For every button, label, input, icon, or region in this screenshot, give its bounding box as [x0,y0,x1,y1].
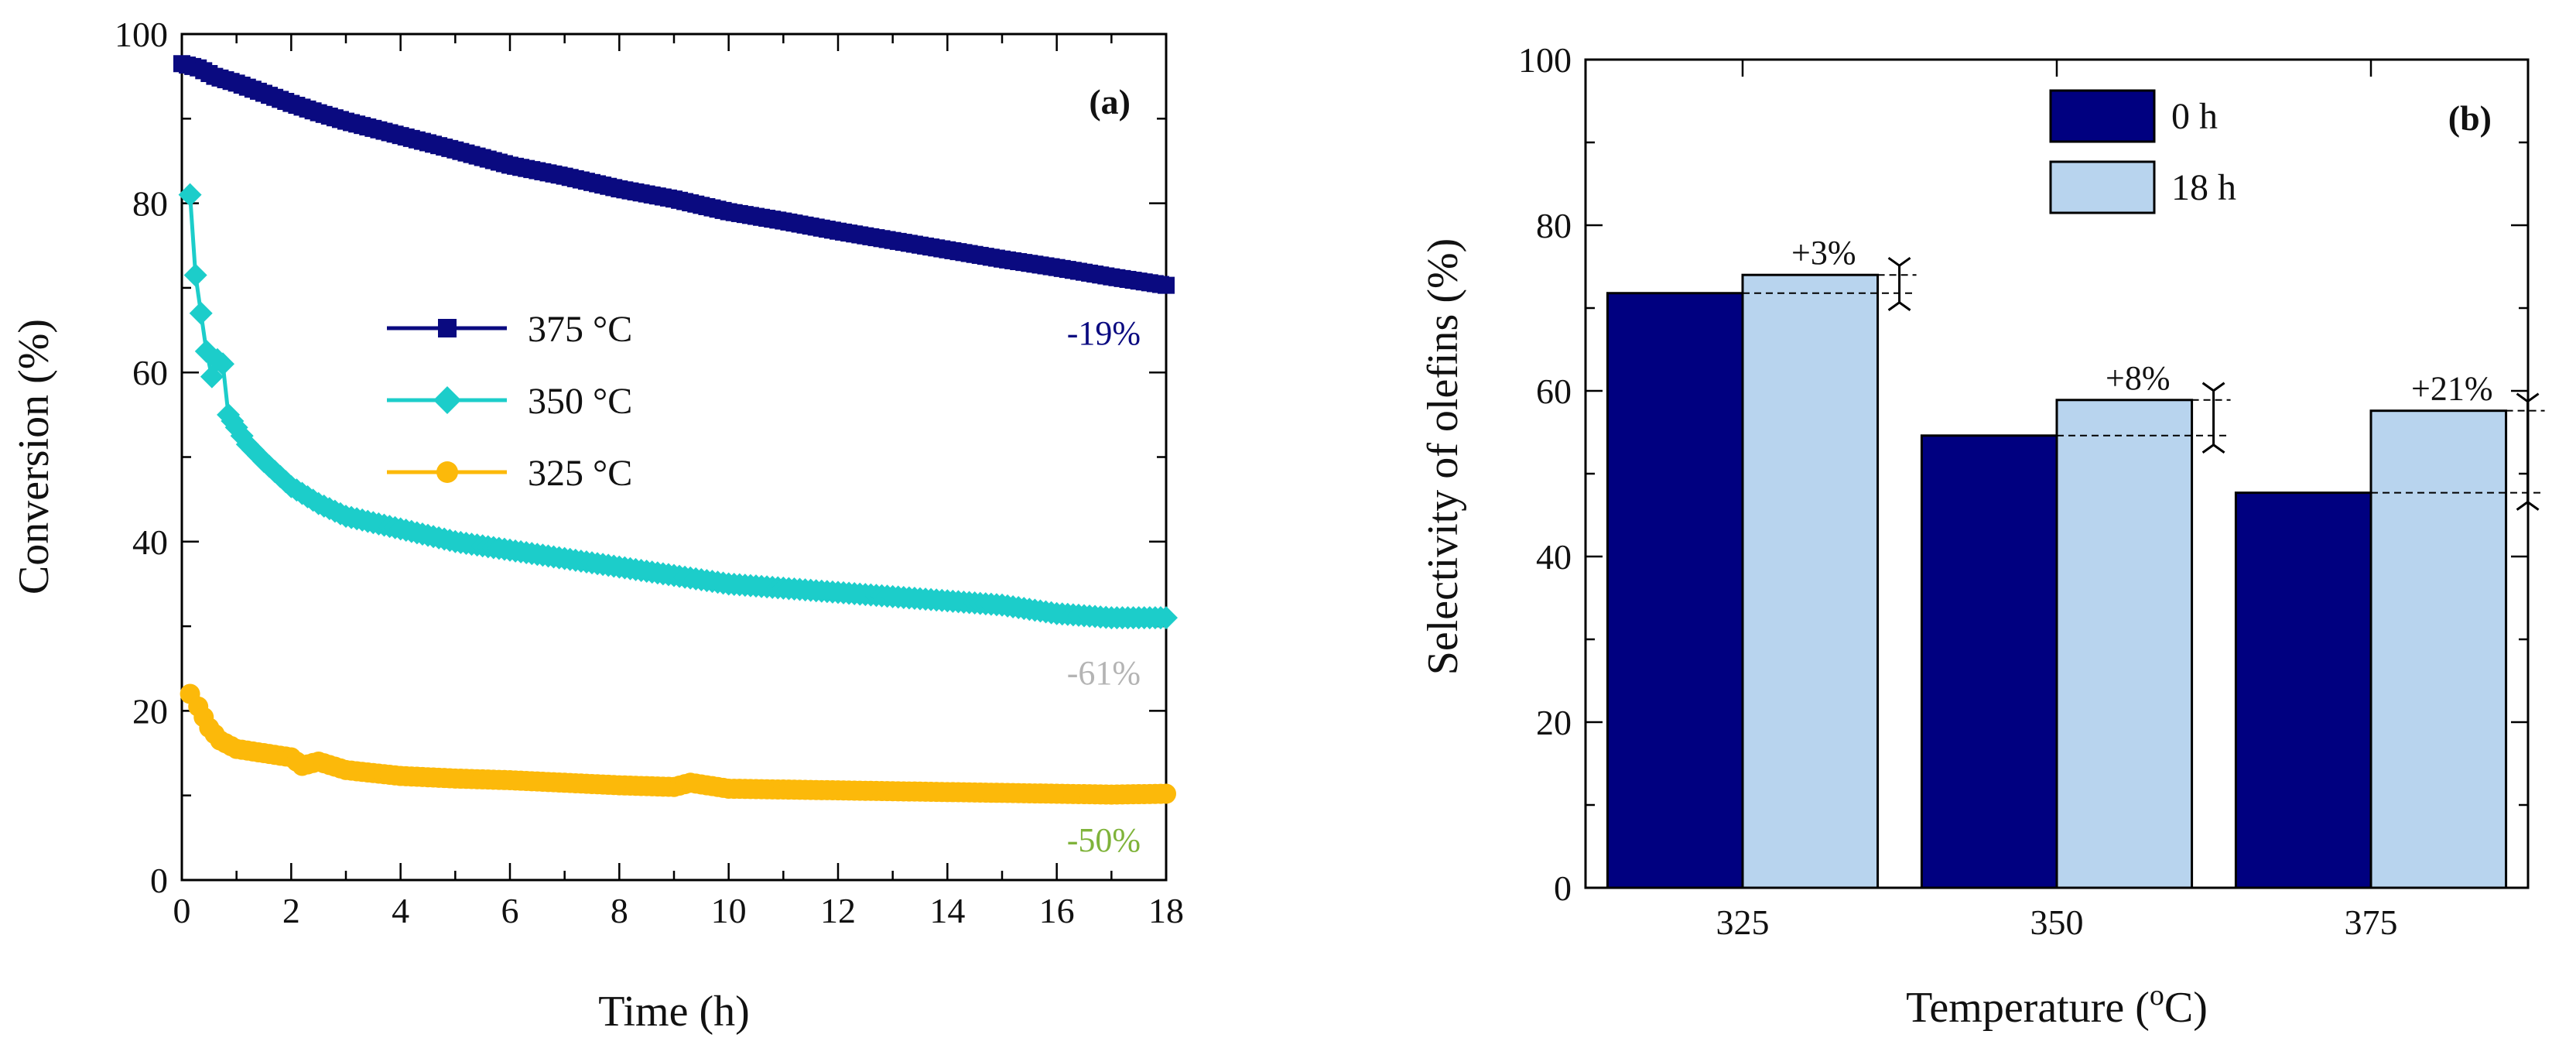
data-point [1155,606,1178,630]
panel-label-a: (a) [1089,82,1131,122]
y-tick-label: 60 [1536,372,1572,411]
legend-entry-325: 325 °C [387,453,632,494]
category-label: 350 [2030,902,2084,942]
legend-entry-18h: 18 h [2049,160,2236,214]
x-axis-title-b-suffix: C) [2164,984,2208,1032]
bars-group-b [1606,273,2508,889]
x-tick-label: 16 [1039,891,1075,930]
panel-label-b: (b) [2448,98,2492,138]
delta-bracket-bottom [2201,443,2225,454]
legend-label-18h: 18 h [2171,167,2236,208]
legend-entry-0h: 0 h [2049,89,2218,143]
x-tick-label: 12 [820,891,856,930]
change-label-325: -50% [1067,821,1141,859]
legend-marker-350 [433,386,461,414]
delta-label: +8% [2106,359,2170,397]
delta-bracket-top [2516,392,2540,403]
bar-18h [1741,273,1880,889]
legend-label-0h: 0 h [2171,96,2218,137]
series-group-a [173,55,1178,805]
series-350 [178,183,1178,630]
change-label-375: -19% [1067,314,1141,352]
delta-bracket-bottom [1887,300,1911,311]
y-tick-label: 60 [132,353,168,392]
y-tick-label: 100 [115,15,168,54]
x-tick-label: 14 [929,891,965,930]
y-tick-labels-a: 0 20 40 60 80 100 [115,15,168,900]
y-tick-label: 40 [132,522,168,562]
bar-0h [2234,491,2372,889]
series-375 [173,55,1175,294]
legend-marker-375 [438,319,457,337]
category-label: 375 [2345,902,2398,942]
bar-18h [2055,399,2194,889]
change-label-350: -61% [1067,654,1141,692]
delta-label: +3% [1791,234,1856,272]
legend-label-325: 325 °C [528,453,632,494]
y-tick-label: 0 [1554,868,1572,908]
delta-bracket-top [2201,382,2225,392]
x-axis-title-b-degree: o [2150,979,2164,1012]
data-point [211,352,234,376]
legend-b: 0 h 18 h [2049,89,2236,214]
y-tick-label: 80 [1536,206,1572,245]
conversion-chart: 0 2 4 6 8 10 12 14 16 18 0 20 40 60 80 100 Time (h) Co… [10,15,1184,1036]
data-point [1156,783,1176,804]
data-point [1158,276,1175,294]
selectivity-chart: 0 20 40 60 80 100 325 350 375 +3% +8% +21% Temper… [1419,40,2545,1032]
x-tick-label: 10 [711,891,747,930]
plot-frame-a [180,33,1168,882]
y-tick-label: 100 [1518,40,1572,80]
y-tick-label: 40 [1536,537,1572,577]
x-axis-title-b-prefix: Temperature ( [1906,984,2150,1032]
x-tick-label: 0 [173,891,191,930]
data-point [183,263,207,287]
legend-swatch-18h [2049,160,2156,214]
legend-label-350: 350 °C [528,381,632,422]
y-axis-title-a: Conversion (%) [10,319,58,594]
category-labels-b: 325 350 375 [1716,902,2398,942]
delta-label: +21% [2411,370,2492,408]
y-tick-label: 20 [132,691,168,731]
legend-entry-375: 375 °C [387,309,632,350]
delta-bracket-bottom [2516,500,2540,511]
x-tick-label: 8 [611,891,628,930]
x-tick-label: 4 [392,891,409,930]
legend-marker-325 [436,461,458,483]
x-tick-label: 18 [1148,891,1184,930]
bar-18h [2369,409,2508,889]
bar-0h [1920,434,2058,889]
y-tick-label: 0 [150,861,168,900]
bar-0h [1606,292,1744,889]
legend-a: 375 °C 350 °C 325 °C [387,309,632,494]
reference-lines-b: +3% +8% +21% [1743,234,2545,511]
x-axis-title-a: Time (h) [598,988,750,1036]
data-point [189,301,213,325]
axis-ticks-b [1586,58,2528,889]
y-tick-label: 20 [1536,703,1572,742]
series-325 [180,683,1176,805]
delta-bracket-top [1887,256,1911,268]
y-tick-labels-b: 0 20 40 60 80 100 [1518,40,1572,908]
x-tick-label: 6 [501,891,519,930]
category-label: 325 [1716,902,1770,942]
x-tick-labels-a: 0 2 4 6 8 10 12 14 16 18 [173,891,1185,930]
x-axis-title-b: Temperature (oC) [1906,979,2208,1032]
legend-swatch-0h [2049,89,2156,143]
x-tick-label: 2 [282,891,300,930]
y-axis-title-b: Selectivity of olefins (%) [1419,238,1467,676]
y-tick-label: 80 [132,184,168,224]
data-point [178,183,202,207]
axis-ticks-a [180,33,1168,882]
legend-entry-350: 350 °C [387,381,632,422]
series-line [181,61,1167,288]
legend-label-375: 375 °C [528,309,632,350]
